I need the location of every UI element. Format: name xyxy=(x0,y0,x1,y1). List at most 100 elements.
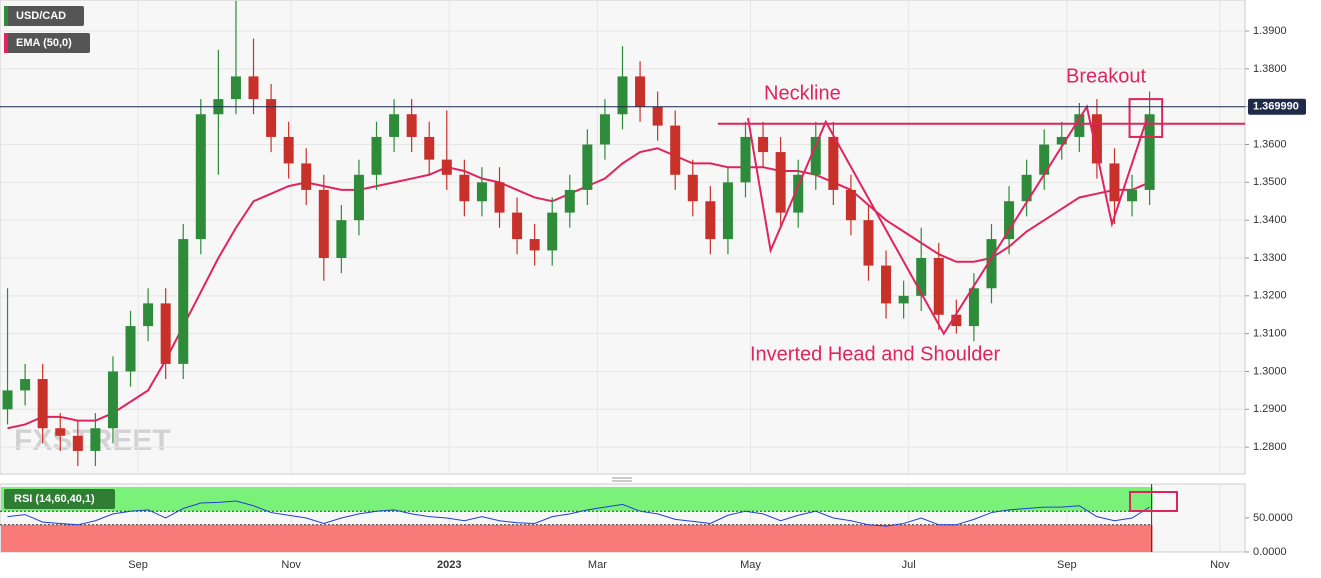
rsi-lower-band xyxy=(1,524,1153,552)
ema-tag-swatch xyxy=(4,33,8,53)
last-price-box xyxy=(1248,98,1306,115)
x-tick-label: 2023 xyxy=(437,559,461,571)
candle-body xyxy=(986,239,997,289)
candle-body xyxy=(353,174,364,221)
candle-body xyxy=(301,163,312,190)
y-tick-label: 1.2800 xyxy=(1253,441,1287,453)
y-tick-label: 1.3900 xyxy=(1253,25,1287,37)
rsi-upper-band xyxy=(1,487,1153,512)
candle-body xyxy=(248,76,259,100)
candle-body xyxy=(266,99,277,137)
candle-body xyxy=(230,76,241,100)
candle-body xyxy=(687,174,698,202)
rsi-y-tick-label: 0.0000 xyxy=(1253,546,1287,558)
candle-body xyxy=(318,189,329,258)
neckline-label: Neckline xyxy=(764,82,841,104)
x-tick-label: Jul xyxy=(902,559,916,571)
symbol-tag-box xyxy=(4,6,84,26)
candle-body xyxy=(1127,189,1138,202)
candle-body xyxy=(881,265,892,304)
pattern-line xyxy=(747,104,1149,336)
candle-body xyxy=(547,212,558,251)
candle-body xyxy=(2,390,13,410)
candle-body xyxy=(951,314,962,327)
candle-body xyxy=(1109,163,1120,202)
candle-body xyxy=(758,136,769,153)
candle-body xyxy=(775,152,786,213)
y-tick-label: 1.3200 xyxy=(1253,290,1287,302)
candle-body xyxy=(1004,201,1015,240)
y-tick-label: 1.3000 xyxy=(1253,365,1287,377)
x-tick-label: Mar xyxy=(588,559,607,571)
candle-body xyxy=(476,182,487,202)
symbol-tag: USD/CAD xyxy=(16,10,66,22)
candle-body xyxy=(863,220,874,266)
candle-body xyxy=(916,257,927,296)
pattern-label: Inverted Head and Shoulder xyxy=(750,343,1001,365)
candle-body xyxy=(793,174,804,213)
rsi-highlight xyxy=(1129,491,1178,512)
candle-body xyxy=(55,428,66,436)
candle-body xyxy=(494,182,505,213)
candle-body xyxy=(371,136,382,175)
candle-body xyxy=(652,106,663,126)
y-tick-label: 1.3300 xyxy=(1253,252,1287,264)
y-tick-label: 1.3400 xyxy=(1253,214,1287,226)
candle-body xyxy=(933,257,944,315)
candle-body xyxy=(283,136,294,164)
candle-body xyxy=(1091,114,1102,164)
candle-body xyxy=(195,114,206,240)
candle-body xyxy=(512,212,523,240)
candle-body xyxy=(582,144,593,190)
x-tick-label: Nov xyxy=(281,559,301,571)
candle-body xyxy=(143,303,154,327)
candle-body xyxy=(1039,144,1050,175)
x-tick-label: Sep xyxy=(1057,559,1077,571)
y-tick-label: 1.3600 xyxy=(1253,138,1287,150)
candle-body xyxy=(828,136,839,190)
rsi-tag-box xyxy=(4,489,115,509)
candle-body xyxy=(635,76,646,107)
rsi-y-tick-label: 50.0000 xyxy=(1253,512,1293,524)
candle-body xyxy=(406,114,417,137)
candle-body xyxy=(37,379,48,429)
candle-body xyxy=(810,136,821,175)
candle-body xyxy=(1056,136,1067,145)
candle-body xyxy=(845,189,856,221)
candle-body xyxy=(968,288,979,327)
rsi-line xyxy=(7,500,1150,527)
candle-body xyxy=(72,435,83,451)
candle-body xyxy=(441,159,452,175)
y-tick-label: 1.3100 xyxy=(1253,328,1287,340)
breakout-label: Breakout xyxy=(1066,65,1146,87)
candle-body xyxy=(125,326,136,372)
candle-body xyxy=(599,114,610,145)
candle-body xyxy=(20,379,31,391)
candle-body xyxy=(617,76,628,115)
x-tick-label: Sep xyxy=(128,559,148,571)
ema-tag-box xyxy=(4,33,90,53)
y-tick-label: 1.3500 xyxy=(1253,176,1287,188)
candle-body xyxy=(1074,114,1085,137)
y-tick-label: 1.3800 xyxy=(1253,63,1287,75)
candle-body xyxy=(90,428,101,451)
ema-line xyxy=(7,147,1151,430)
candle-body xyxy=(670,125,681,175)
ema-tag: EMA (50,0) xyxy=(16,37,72,49)
last-price-label: 1.369990 xyxy=(1253,101,1299,113)
breakout-box xyxy=(1128,98,1164,138)
candle-body xyxy=(898,295,909,304)
rsi-tag: RSI (14,60,40,1) xyxy=(14,493,95,505)
candle-body xyxy=(740,136,751,183)
candle-body xyxy=(564,189,575,213)
candle-body xyxy=(705,201,716,240)
candle-body xyxy=(178,239,189,364)
symbol-tag-swatch xyxy=(4,6,8,26)
x-tick-label: Nov xyxy=(1210,559,1230,571)
candle-body xyxy=(160,303,171,364)
candle-body xyxy=(529,239,540,251)
candle-body xyxy=(107,371,118,429)
candle-body xyxy=(336,220,347,258)
candle-body xyxy=(389,114,400,137)
